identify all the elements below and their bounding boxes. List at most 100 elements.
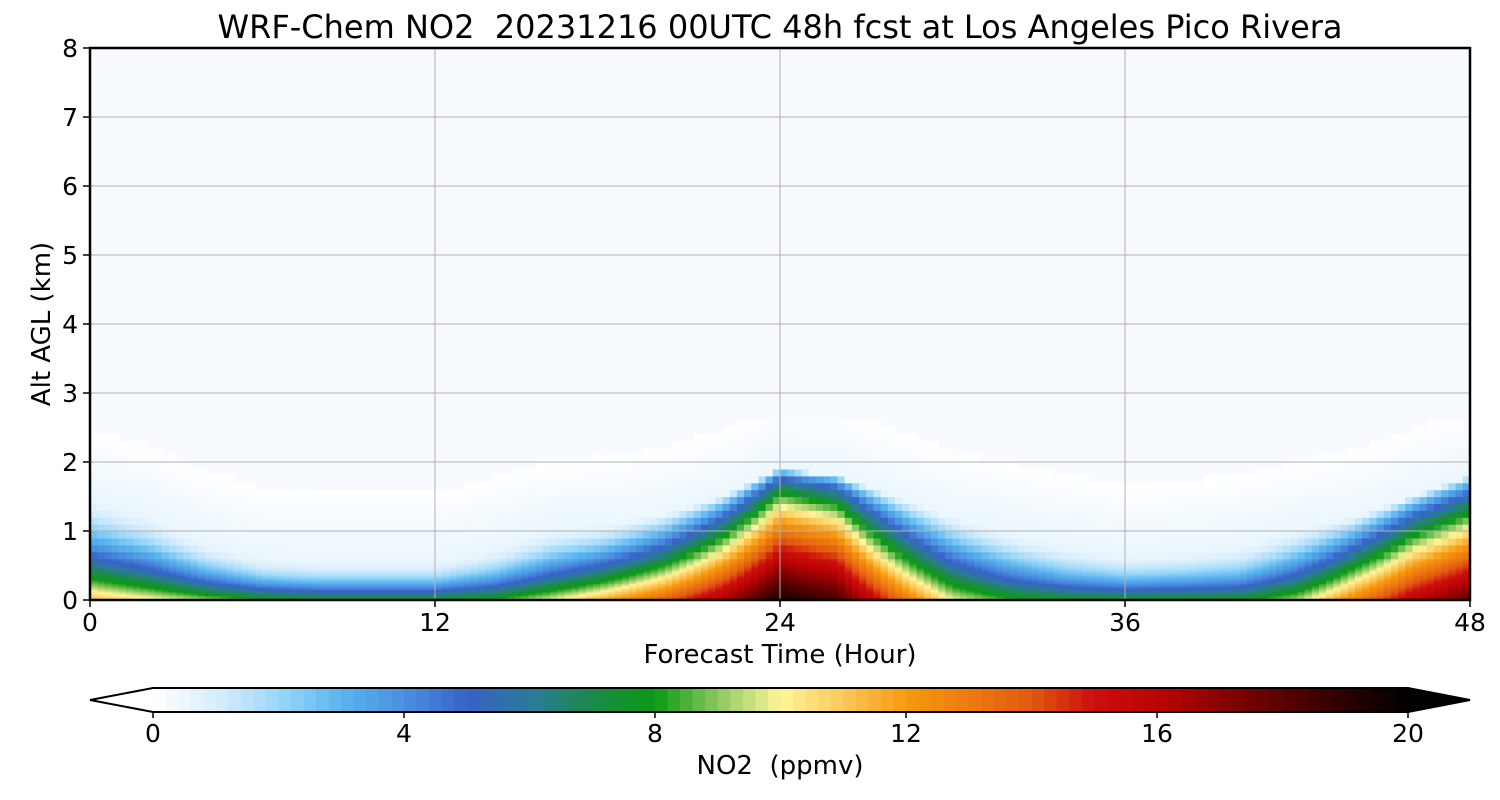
- field-cell: [435, 571, 443, 574]
- field-cell: [650, 558, 659, 562]
- field-cell: [585, 573, 594, 576]
- field-cell: [435, 496, 443, 504]
- field-cell: [938, 468, 946, 477]
- field-cell: [815, 544, 824, 553]
- field-cell: [823, 591, 831, 595]
- field-cell: [205, 475, 213, 484]
- field-cell: [959, 593, 968, 597]
- field-cell: [305, 587, 314, 591]
- field-cell: [463, 581, 472, 585]
- field-cell: [205, 595, 213, 599]
- field-cell: [772, 575, 781, 578]
- field-cell: [406, 589, 415, 593]
- field-cell: [808, 558, 817, 562]
- field-cell: [161, 475, 170, 484]
- field-cell: [593, 568, 601, 572]
- field-cell: [104, 564, 113, 568]
- field-cell: [118, 579, 127, 582]
- field-cell: [514, 575, 522, 578]
- field-cell: [104, 537, 113, 546]
- field-cell: [363, 560, 371, 564]
- field-cell: [341, 583, 350, 587]
- field-cell: [1024, 531, 1033, 539]
- field-cell: [866, 489, 875, 498]
- field-cell: [700, 558, 709, 562]
- field-cell: [945, 482, 954, 491]
- field-cell: [528, 593, 537, 597]
- field-cell: [693, 581, 702, 585]
- field-cell: [952, 568, 961, 572]
- field-cell: [923, 577, 932, 580]
- field-cell: [420, 489, 429, 498]
- field-cell: [90, 589, 98, 593]
- field-cell: [118, 571, 127, 574]
- field-cell: [176, 595, 185, 599]
- field-cell: [1060, 475, 1069, 484]
- field-cell: [837, 475, 846, 484]
- field-cell: [276, 587, 285, 591]
- field-cell: [255, 583, 264, 587]
- field-cell: [823, 595, 831, 599]
- field-cell: [154, 503, 163, 511]
- field-cell: [823, 551, 831, 560]
- field-cell: [902, 593, 910, 597]
- field-cell: [1074, 581, 1083, 585]
- field-cell: [722, 496, 731, 504]
- field-cell: [959, 581, 968, 585]
- field-cell: [916, 566, 925, 570]
- field-cell: [600, 591, 609, 595]
- field-cell: [751, 564, 760, 568]
- field-cell: [708, 579, 716, 582]
- field-cell: [578, 475, 587, 484]
- field-cell: [823, 581, 831, 585]
- field-cell: [176, 573, 185, 576]
- field-cell: [621, 517, 630, 525]
- field-cell: [657, 475, 666, 484]
- field-cell: [794, 558, 803, 562]
- field-cell: [564, 562, 573, 566]
- field-cell: [981, 573, 990, 576]
- field-cell: [147, 571, 156, 574]
- field-cell: [930, 441, 939, 449]
- field-cell: [866, 581, 875, 585]
- field-cell: [147, 587, 156, 591]
- field-cell: [794, 482, 803, 491]
- field-cell: [722, 591, 731, 595]
- field-cell: [593, 510, 601, 518]
- field-cell: [916, 524, 925, 532]
- field-cell: [147, 537, 156, 546]
- field-cell: [700, 496, 709, 504]
- field-cell: [1125, 517, 1133, 525]
- field-cell: [90, 571, 98, 574]
- field-cell: [550, 503, 558, 511]
- field-cell: [233, 593, 242, 597]
- field-cell: [348, 537, 357, 546]
- field-cell: [1089, 577, 1097, 580]
- field-cell: [823, 537, 831, 546]
- field-cell: [593, 560, 601, 564]
- field-cell: [679, 510, 688, 518]
- field-cell: [384, 593, 393, 597]
- field-cell: [370, 589, 379, 593]
- field-cell: [1053, 510, 1061, 518]
- field-cell: [147, 510, 156, 518]
- field-cell: [104, 568, 113, 572]
- field-cell: [1110, 595, 1119, 599]
- field-cell: [823, 558, 831, 562]
- field-cell: [334, 544, 343, 553]
- field-cell: [995, 468, 1004, 477]
- field-cell: [514, 583, 522, 587]
- field-cell: [312, 585, 321, 589]
- field-cell: [1024, 517, 1033, 525]
- field-cell: [284, 517, 292, 525]
- field-cell: [557, 585, 565, 589]
- field-cell: [470, 566, 479, 570]
- field-cell: [679, 585, 688, 589]
- field-cell: [715, 455, 724, 463]
- field-cell: [736, 571, 745, 574]
- field-cell: [614, 510, 623, 518]
- field-cell: [708, 585, 716, 589]
- field-cell: [161, 581, 170, 585]
- field-cell: [205, 510, 213, 518]
- field-cell: [1017, 587, 1025, 591]
